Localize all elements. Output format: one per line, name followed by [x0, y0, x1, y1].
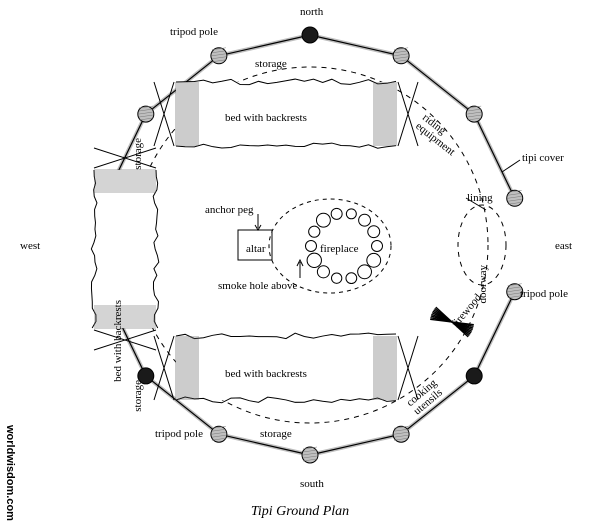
bed-left-label: bed with backrests — [112, 300, 124, 382]
bed-bottom-label: bed with backrests — [225, 368, 307, 380]
north-label: north — [300, 6, 323, 18]
fireplace-label: fireplace — [320, 243, 358, 255]
east-label: east — [555, 240, 572, 252]
tripod-right-label: tripod pole — [520, 288, 568, 300]
lining-label: lining — [467, 192, 493, 204]
anchor-label: anchor peg — [205, 204, 254, 216]
bed-top-label: bed with backrests — [225, 112, 307, 124]
altar-label: altar — [246, 243, 266, 255]
tipi-cover-label: tipi cover — [522, 152, 564, 164]
south-label: south — [300, 478, 324, 490]
storage-tl-label: storage — [132, 138, 144, 170]
watermark: worldwisdom.com — [4, 425, 16, 521]
figure-title: Tipi Ground Plan — [0, 504, 600, 520]
west-label: west — [20, 240, 40, 252]
tripod-top-label: tripod pole — [170, 26, 218, 38]
storage-top-label: storage — [255, 58, 287, 70]
smoke-label: smoke hole above — [218, 280, 297, 292]
storage-bottom-label: storage — [260, 428, 292, 440]
tripod-bottom-label: tripod pole — [155, 428, 203, 440]
storage-bl-label: storage — [132, 380, 144, 412]
